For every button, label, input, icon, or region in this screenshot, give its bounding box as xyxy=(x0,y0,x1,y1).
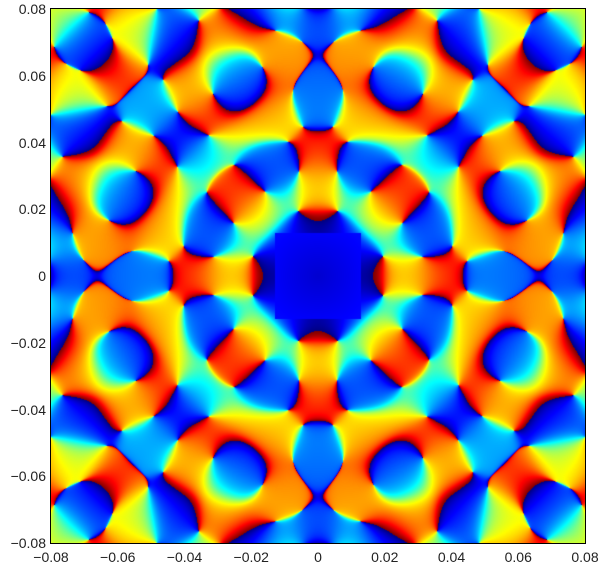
x-tick-label: −0.08 xyxy=(33,549,69,565)
phase-heatmap xyxy=(51,9,585,543)
y-tick-label: 0.06 xyxy=(18,67,46,84)
y-tick-label: −0.02 xyxy=(10,334,46,351)
x-tick-label: 0.06 xyxy=(504,549,532,565)
x-tick-label: 0.02 xyxy=(371,549,399,565)
y-tick-label: −0.04 xyxy=(10,401,46,418)
y-tick-label: 0.04 xyxy=(18,134,46,151)
y-tick-label: 0.02 xyxy=(18,201,46,218)
x-tick-label: 0.08 xyxy=(571,549,599,565)
x-tick-label: 0.04 xyxy=(437,549,466,565)
x-tick-label: −0.06 xyxy=(100,549,136,565)
x-tick-label: −0.02 xyxy=(233,549,269,565)
x-tick-label: −0.04 xyxy=(166,549,203,565)
y-tick-label: −0.08 xyxy=(10,535,46,551)
y-tick-label: 0.08 xyxy=(18,1,46,17)
y-tick-label: −0.06 xyxy=(10,468,46,485)
heatmap-plot-area xyxy=(50,8,586,544)
y-tick-label: 0 xyxy=(38,268,46,284)
x-tick-label: 0 xyxy=(314,549,322,565)
